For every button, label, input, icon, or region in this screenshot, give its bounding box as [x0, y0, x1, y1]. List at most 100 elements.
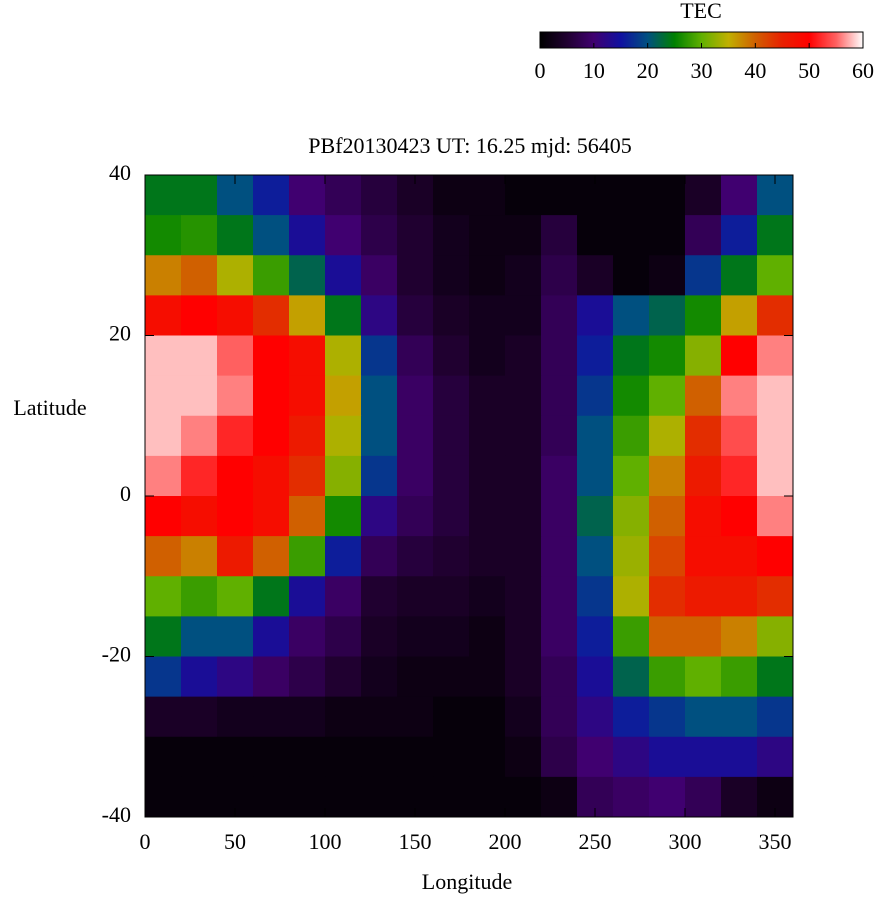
heatmap-cell — [613, 496, 650, 537]
heatmap-cell — [757, 656, 794, 698]
heatmap-cell — [325, 496, 362, 537]
heatmap-cell — [145, 455, 182, 497]
colorbar-tick-label: 40 — [744, 58, 766, 83]
heatmap-cell — [181, 696, 218, 738]
heatmap-cell — [325, 736, 362, 778]
heatmap-cell — [145, 776, 182, 818]
heatmap-cell — [217, 536, 254, 577]
heatmap-cell — [253, 295, 290, 336]
heatmap-cell — [757, 415, 794, 457]
heatmap-cell — [181, 576, 218, 617]
heatmap-cell — [253, 656, 290, 698]
heatmap-cell — [613, 415, 650, 457]
x-tick-label: 0 — [140, 829, 151, 854]
heatmap-cell — [685, 455, 722, 497]
heatmap-cell — [145, 415, 182, 457]
heatmap-cell — [469, 776, 506, 818]
heatmap-cell — [397, 576, 434, 617]
heatmap-cell — [721, 455, 758, 497]
heatmap-cell — [289, 536, 326, 577]
heatmap-cell — [217, 656, 254, 698]
heatmap-cell — [433, 576, 470, 617]
heatmap-cell — [577, 736, 614, 778]
heatmap-cell — [253, 536, 290, 577]
heatmap-cell — [577, 415, 614, 457]
heatmap-cell — [541, 175, 578, 216]
heatmap-cell — [397, 255, 434, 296]
heatmap-cell — [757, 375, 794, 417]
heatmap-cell — [433, 375, 470, 417]
heatmap-cell — [469, 696, 506, 738]
colorbar-tick-label: 20 — [637, 58, 659, 83]
heatmap-cell — [721, 616, 758, 657]
y-tick-label: -40 — [102, 802, 131, 827]
heatmap-cell — [397, 415, 434, 457]
heatmap-cell — [325, 375, 362, 417]
heatmap-cell — [757, 576, 794, 617]
heatmap-cell — [325, 656, 362, 698]
heatmap-cell — [361, 536, 398, 577]
heatmap-cell — [757, 616, 794, 657]
colorbar-tick-label: 10 — [583, 58, 605, 83]
heatmap-cell — [757, 295, 794, 336]
colorbar-tick-label: 50 — [798, 58, 820, 83]
heatmap-cell — [469, 496, 506, 537]
heatmap-cell — [217, 335, 254, 377]
heatmap-cell — [649, 335, 686, 377]
heatmap-cell — [145, 335, 182, 377]
colorbar-tick-label: 0 — [535, 58, 546, 83]
heatmap-cell — [541, 536, 578, 577]
y-tick-label: 20 — [109, 321, 131, 346]
heatmap-cell — [469, 536, 506, 577]
colorbar-tick-label: 30 — [691, 58, 713, 83]
heatmap-cell — [361, 255, 398, 296]
heatmap-cell — [541, 616, 578, 657]
heatmap-cell — [685, 375, 722, 417]
heatmap-cell — [253, 736, 290, 778]
heatmap-cell — [181, 335, 218, 377]
heatmap-cell — [685, 496, 722, 537]
heatmap-cell — [613, 295, 650, 336]
heatmap-cell — [253, 255, 290, 296]
heatmap-cell — [469, 455, 506, 497]
heatmap-cell — [325, 455, 362, 497]
heatmap-cell — [721, 736, 758, 778]
heatmap-cell — [649, 776, 686, 818]
heatmap-cell — [325, 415, 362, 457]
heatmap-cell — [433, 536, 470, 577]
heatmap-cell — [433, 696, 470, 738]
heatmap-cell — [253, 415, 290, 457]
heatmap-cell — [433, 415, 470, 457]
heatmap-cell — [541, 375, 578, 417]
heatmap-cell — [757, 215, 794, 256]
heatmap-cell — [181, 496, 218, 537]
heatmap-cell — [289, 175, 326, 216]
heatmap-cell — [757, 455, 794, 497]
heatmap-cell — [397, 375, 434, 417]
heatmap-cell — [721, 335, 758, 377]
heatmap-cell — [325, 335, 362, 377]
heatmap-cell — [613, 375, 650, 417]
heatmap-cell — [181, 375, 218, 417]
heatmap-cell — [577, 656, 614, 698]
heatmap-cell — [721, 656, 758, 698]
heatmap-cell — [577, 215, 614, 256]
heatmap-cell — [253, 616, 290, 657]
heatmap-cell — [613, 455, 650, 497]
heatmap-cell — [577, 696, 614, 738]
heatmap-cell — [397, 536, 434, 577]
heatmap-cell — [613, 736, 650, 778]
heatmap-cell — [649, 215, 686, 256]
heatmap-cell — [577, 455, 614, 497]
heatmap-cell — [613, 536, 650, 577]
heatmap-cell — [217, 255, 254, 296]
heatmap-cell — [361, 415, 398, 457]
heatmap-cell — [289, 295, 326, 336]
colorbar-label: TEC — [680, 0, 722, 23]
heatmap-cell — [181, 736, 218, 778]
heatmap-cell — [433, 736, 470, 778]
heatmap-cell — [217, 455, 254, 497]
heatmap-cell — [289, 656, 326, 698]
heatmap-cell — [505, 536, 542, 577]
heatmap-cell — [505, 255, 542, 296]
